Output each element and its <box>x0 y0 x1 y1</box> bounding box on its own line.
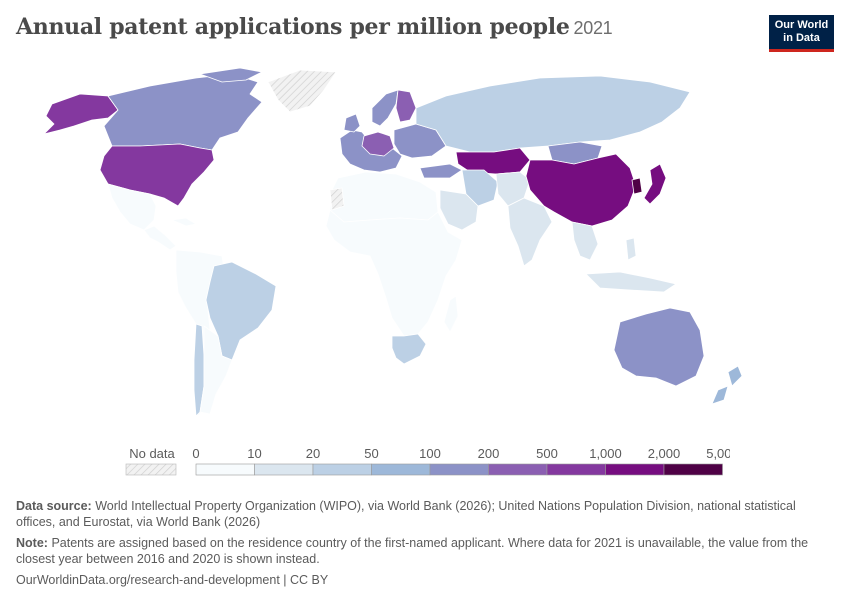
region-mexico[interactable] <box>107 183 157 231</box>
region-new-zealand[interactable] <box>711 365 743 405</box>
chart-header: Annual patent applications per million p… <box>16 14 756 40</box>
region-china[interactable] <box>525 153 637 227</box>
region-scandinavia[interactable] <box>371 89 399 127</box>
legend-no-data[interactable]: No data <box>125 446 177 476</box>
world-map-svg[interactable] <box>0 60 850 430</box>
legend-bin-2[interactable] <box>312 463 372 476</box>
region-india[interactable] <box>507 197 553 267</box>
logo-line-1: Our World <box>774 19 829 31</box>
region-south-korea[interactable] <box>631 177 643 195</box>
region-russia[interactable] <box>415 75 691 153</box>
legend-tick-label: 0 <box>192 446 199 461</box>
owid-logo[interactable]: Our World in Data <box>769 15 834 52</box>
region-south-africa[interactable] <box>391 333 427 365</box>
legend-no-data-swatch <box>125 463 177 476</box>
data-source-label: Data source: <box>16 499 92 513</box>
region-alaska[interactable] <box>43 93 119 135</box>
region-canada-islands[interactable] <box>199 67 263 83</box>
chart-title: Annual patent applications per million p… <box>16 14 613 40</box>
legend-tick-label: 200 <box>478 446 500 461</box>
chart-footer: Data source: World Intellectual Property… <box>16 498 836 593</box>
region-canada[interactable] <box>103 73 263 151</box>
region-saudi-arabia[interactable] <box>439 189 479 231</box>
chart-note: Note: Patents are assigned based on the … <box>16 535 836 567</box>
legend-bin-3[interactable] <box>371 463 431 476</box>
region-united-kingdom[interactable] <box>343 113 361 133</box>
region-western-sahara[interactable] <box>329 187 345 211</box>
source-url[interactable]: OurWorldinData.org/research-and-developm… <box>16 573 329 587</box>
legend-tick-label: 50 <box>364 446 378 461</box>
region-australia[interactable] <box>613 307 705 387</box>
legend-bins <box>195 463 723 476</box>
logo-line-2: in Data <box>783 32 820 44</box>
legend-bin-7[interactable] <box>605 463 665 476</box>
chart-note-text: Patents are assigned based on the reside… <box>16 536 809 566</box>
region-philippines[interactable] <box>625 237 637 261</box>
region-argentina[interactable] <box>199 325 233 415</box>
region-turkey[interactable] <box>419 163 463 179</box>
map-legend: No data 0 10 20 50 100 200 500 1,000 2,000 5,000 <box>125 446 730 476</box>
legend-labels: 0 10 20 50 100 200 500 1,000 2,000 5,000 <box>192 446 730 461</box>
legend-bin-5[interactable] <box>488 463 548 476</box>
region-north-africa[interactable] <box>329 171 439 223</box>
legend-bin-8[interactable] <box>663 463 723 476</box>
region-germany[interactable] <box>361 131 395 157</box>
chart-note-label: Note: <box>16 536 48 550</box>
legend-tick-label: 5,000 <box>706 446 730 461</box>
chart-year: 2021 <box>573 18 613 38</box>
region-brazil[interactable] <box>205 261 277 361</box>
region-finland[interactable] <box>395 89 417 123</box>
data-source-text: World Intellectual Property Organization… <box>16 499 796 529</box>
region-japan[interactable] <box>643 163 667 205</box>
data-source: Data source: World Intellectual Property… <box>16 498 836 530</box>
legend-tick-label: 10 <box>247 446 261 461</box>
region-caribbean[interactable] <box>171 217 197 227</box>
legend-bin-0[interactable] <box>195 463 255 476</box>
region-greenland[interactable] <box>267 69 337 113</box>
legend-bin-4[interactable] <box>429 463 489 476</box>
region-southeast-asia[interactable] <box>571 221 599 261</box>
world-map[interactable] <box>0 60 850 430</box>
legend-tick-label: 500 <box>536 446 558 461</box>
region-united-states[interactable] <box>99 143 215 207</box>
region-indonesia[interactable] <box>585 271 677 293</box>
region-central-america[interactable] <box>143 225 177 251</box>
legend-bin-6[interactable] <box>546 463 606 476</box>
legend-tick-label: 20 <box>306 446 320 461</box>
region-madagascar[interactable] <box>443 295 459 333</box>
legend-tick-label: 100 <box>419 446 441 461</box>
legend-tick-label: 1,000 <box>589 446 622 461</box>
chart-title-text: Annual patent applications per million p… <box>16 14 570 40</box>
legend-tick-label: 2,000 <box>648 446 681 461</box>
legend-no-data-label: No data <box>129 446 175 461</box>
legend-bin-1[interactable] <box>254 463 314 476</box>
region-sub-saharan-africa[interactable] <box>325 209 463 337</box>
